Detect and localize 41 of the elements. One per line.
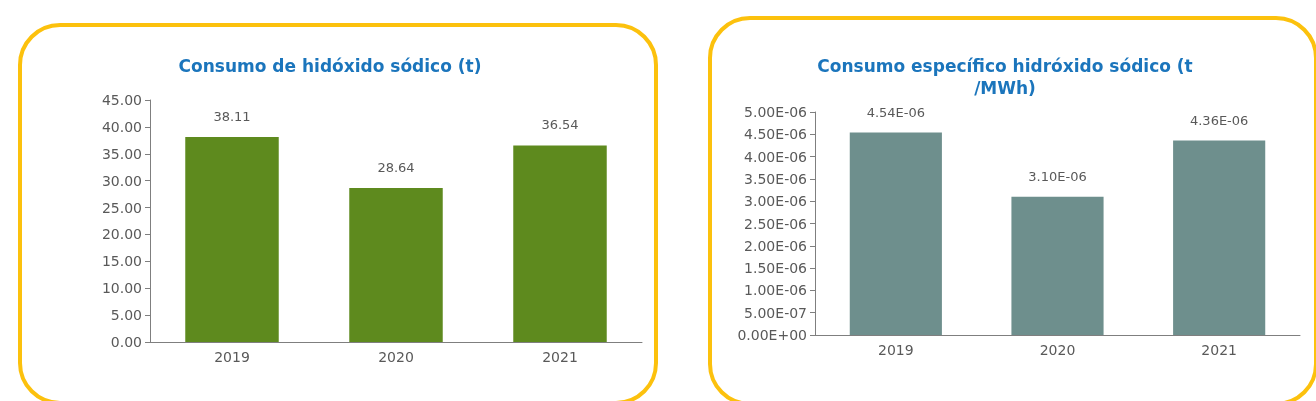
y-tick-label: 3.50E-06 — [744, 170, 808, 187]
y-tick-label: 5.00E-07 — [744, 304, 807, 321]
y-tick-label: 15.00 — [101, 253, 142, 270]
y-tick-label: 10.00 — [101, 280, 142, 297]
y-tick-label: 5.00 — [110, 307, 142, 324]
y-tick-label: 25.00 — [101, 199, 142, 216]
bar — [849, 132, 942, 335]
data-label: 3.10E-06 — [1028, 168, 1087, 184]
data-label: 28.64 — [377, 159, 415, 175]
bar — [349, 187, 443, 342]
y-tick-label: 2.50E-06 — [744, 215, 808, 232]
data-label: 4.54E-06 — [866, 104, 926, 120]
y-tick-label: 20.00 — [101, 226, 142, 243]
y-tick-label: 0.00 — [110, 334, 142, 350]
y-tick-label: 40.00 — [101, 118, 142, 135]
y-tick-label: 1.50E-06 — [744, 260, 808, 277]
data-label: 4.36E-06 — [1189, 112, 1249, 128]
chart-title: Consumo de hidóxido sódico (t) — [178, 56, 482, 76]
y-tick-label: 2.00E-06 — [744, 237, 808, 254]
data-label: 38.11 — [213, 109, 251, 125]
x-tick-label: 2019 — [878, 342, 914, 358]
bar — [1011, 196, 1104, 335]
x-tick-label: 2020 — [378, 349, 414, 365]
y-tick-label: 1.00E-06 — [744, 282, 808, 299]
chart-title: Consumo específico hidróxido sódico (t/MWh) — [817, 56, 1193, 98]
y-tick-label: 45.00 — [101, 92, 142, 108]
y-tick-label: 30.00 — [101, 172, 142, 189]
bar — [185, 137, 279, 342]
bar — [1173, 140, 1266, 335]
y-tick-label: 0.00E+00 — [737, 327, 807, 343]
y-tick-label: 4.00E-06 — [744, 148, 808, 165]
data-label: 36.54 — [541, 117, 579, 133]
x-tick-label: 2019 — [214, 349, 250, 365]
x-tick-label: 2021 — [542, 349, 578, 365]
y-tick-label: 35.00 — [101, 145, 142, 162]
y-tick-label: 4.50E-06 — [744, 126, 808, 143]
x-tick-label: 2021 — [1201, 342, 1237, 358]
bar — [513, 145, 607, 342]
x-tick-label: 2020 — [1039, 342, 1076, 358]
y-tick-label: 3.00E-06 — [744, 193, 808, 210]
y-tick-label: 5.00E-06 — [744, 104, 808, 120]
